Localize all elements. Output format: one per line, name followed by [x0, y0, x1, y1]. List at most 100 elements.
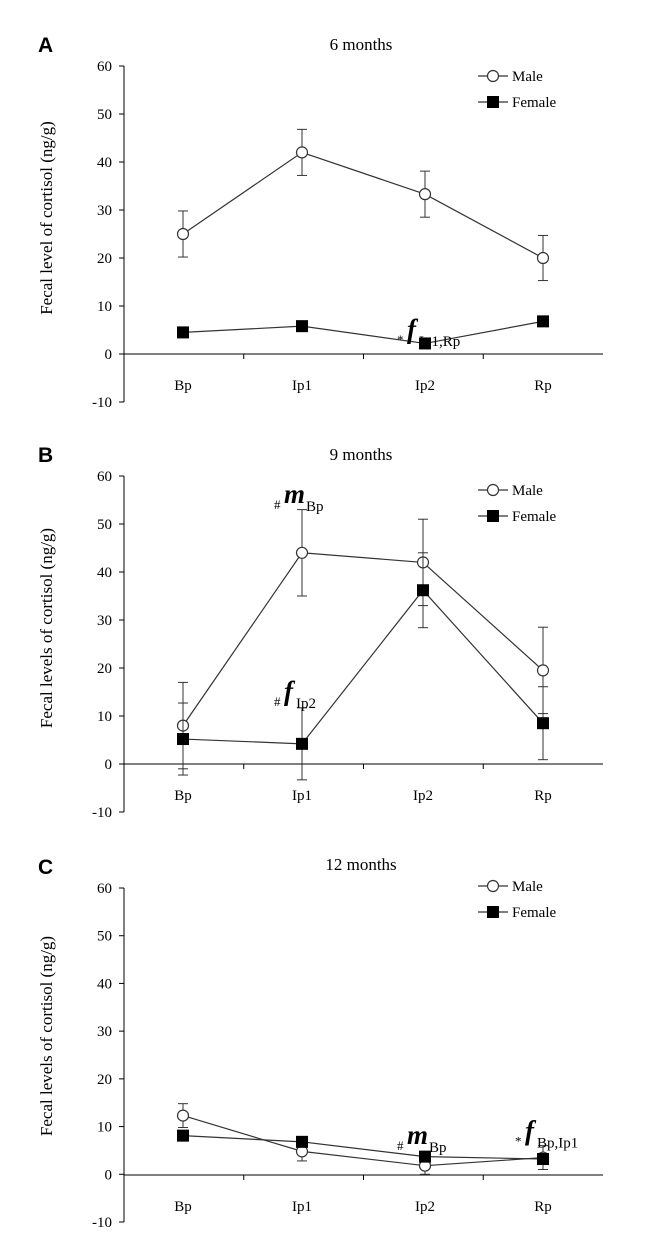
y-tick-label: 20 [97, 251, 112, 267]
series-line [182, 589, 544, 745]
data-point-female [537, 717, 549, 730]
y-axis-label: Fecal levels of cortisol (ng/g) [37, 528, 56, 728]
x-category-label: Ip2 [415, 1199, 435, 1215]
series-female [177, 315, 549, 350]
y-tick-label: 60 [97, 59, 112, 75]
chart-panel-b: B 9 months Fecal levels of cortisol (ng/g)… [37, 444, 603, 821]
legend-marker-circle [486, 879, 500, 893]
significance-annotation: * f Ip1,Rp [397, 314, 460, 350]
legend-marker-square [487, 510, 499, 522]
series-line [182, 320, 544, 345]
data-point-female [296, 737, 308, 750]
legend-item-female: Female [478, 95, 556, 111]
data-point-female [537, 315, 549, 328]
annotation-symbol: * [397, 332, 404, 347]
data-point-female [177, 733, 189, 746]
series-female [177, 1129, 549, 1166]
x-category-label: Bp [174, 378, 192, 394]
series-line [182, 1135, 544, 1160]
chart-title: 12 months [325, 855, 396, 874]
legend-label: Male [512, 879, 543, 895]
annotation-subscript: Ip1,Rp [419, 334, 460, 350]
data-point-female [419, 1150, 431, 1163]
series-line [182, 151, 544, 259]
y-tick-label: 0 [105, 1167, 113, 1183]
annotation-letter: m [284, 479, 305, 509]
y-tick-label: -10 [92, 1215, 112, 1231]
chart-panel-c: C 12 months Fecal levels of cortisol (ng/g… [37, 855, 603, 1231]
x-category-label: Rp [534, 1199, 552, 1215]
chart-panel-a: A 6 months Fecal level of cortisol (ng/g) 6… [37, 34, 603, 411]
legend-marker-square [487, 906, 499, 918]
x-category-label: Ip1 [292, 788, 312, 804]
y-tick-label: -10 [92, 395, 112, 411]
x-category-label: Bp [174, 788, 192, 804]
legend-marker-circle [486, 69, 500, 83]
annotation-symbol: # [274, 694, 281, 709]
y-tick-label: 40 [97, 976, 112, 992]
annotation-subscript: Bp [429, 1140, 447, 1156]
y-axis-label: Fecal levels of cortisol (ng/g) [37, 936, 56, 1136]
annotation-symbol: * [515, 1133, 522, 1148]
y-tick-label: 10 [97, 709, 112, 725]
y-tick-label: 10 [97, 299, 112, 315]
annotation-symbol: # [274, 497, 281, 512]
series-line [182, 552, 544, 726]
y-tick-label: 60 [97, 881, 112, 897]
data-point-female [419, 337, 431, 350]
x-category-label: Rp [534, 378, 552, 394]
data-point-female [296, 1135, 308, 1148]
annotation-symbol: # [397, 1138, 404, 1153]
data-point-male [536, 251, 550, 265]
legend-item-male: Male [478, 69, 543, 85]
x-category-label: Rp [534, 788, 552, 804]
data-point-female [537, 1153, 549, 1166]
series-male [176, 128, 550, 282]
y-tick-label: 40 [97, 565, 112, 581]
data-point-female [417, 584, 429, 597]
y-tick-label: 50 [97, 517, 112, 533]
annotation-letter: m [407, 1120, 428, 1150]
y-tick-label: 30 [97, 1024, 112, 1040]
data-point-male [536, 664, 550, 677]
legend-label: Female [512, 95, 556, 111]
annotation-subscript: Bp [306, 499, 324, 515]
x-category-label: Ip1 [292, 1199, 312, 1215]
series-male [176, 509, 550, 770]
chart-title: 9 months [330, 445, 393, 464]
series-male [176, 1103, 550, 1175]
data-point-male [295, 546, 309, 559]
y-tick-label: -10 [92, 805, 112, 821]
data-point-female [296, 320, 308, 333]
annotation-letter: f [525, 1115, 537, 1145]
legend-marker-square [487, 96, 499, 108]
x-category-label: Bp [174, 1199, 192, 1215]
chart-title: 6 months [330, 35, 393, 54]
panel-letter: A [38, 34, 53, 57]
x-category-label: Ip1 [292, 378, 312, 394]
legend-item-male: Male [478, 483, 543, 499]
y-tick-label: 20 [97, 1072, 112, 1088]
y-tick-label: 30 [97, 613, 112, 629]
data-point-female [177, 1129, 189, 1142]
annotation-subscript: Bp,Ip1 [537, 1135, 578, 1151]
significance-annotation: * f Bp,Ip1 [515, 1115, 578, 1151]
y-tick-label: 60 [97, 469, 112, 485]
annotation-subscript: Ip2 [296, 696, 316, 712]
y-tick-label: 10 [97, 1120, 112, 1136]
data-point-male [176, 1109, 190, 1122]
x-category-label: Ip2 [415, 378, 435, 394]
panel-letter: C [38, 856, 53, 879]
y-tick-label: 50 [97, 107, 112, 123]
legend-label: Female [512, 509, 556, 525]
y-tick-label: 20 [97, 661, 112, 677]
series-line [182, 1115, 544, 1167]
data-point-male [418, 188, 432, 201]
y-tick-label: 40 [97, 155, 112, 171]
legend-label: Female [512, 905, 556, 921]
significance-annotation: # f Ip2 [274, 676, 316, 712]
data-point-male [295, 146, 309, 159]
y-tick-label: 50 [97, 929, 112, 945]
annotation-letter: f [284, 676, 296, 706]
